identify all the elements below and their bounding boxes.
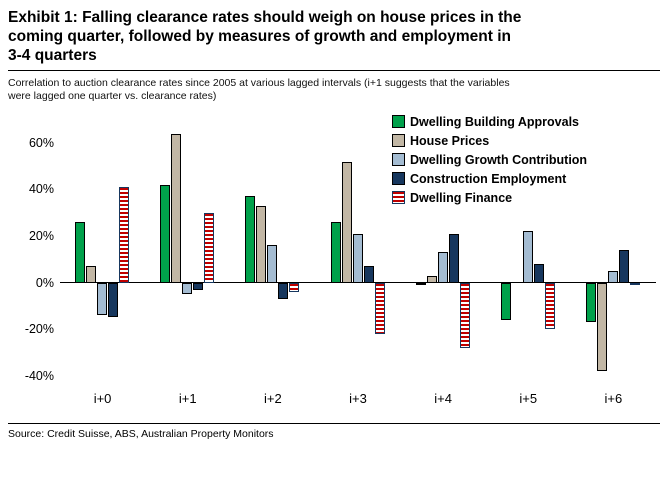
- exhibit-title: Exhibit 1: Falling clearance rates shoul…: [8, 8, 660, 65]
- x-tick-label: i+3: [349, 391, 367, 406]
- y-axis: 60% 40% 20% 0% -20% -40%: [8, 115, 54, 385]
- bar-house-prices-i-1: [171, 133, 182, 283]
- bar-group-i-1: [160, 115, 215, 385]
- legend-swatch-icon: [392, 191, 405, 204]
- plot-area: [60, 115, 656, 385]
- legend-label: House Prices: [410, 133, 490, 148]
- bar-construction-employment-i-5: [533, 263, 544, 283]
- bar-dwelling-finance-i-4: [459, 282, 470, 348]
- legend-item-house-prices: House Prices: [392, 131, 587, 150]
- chart-legend: Dwelling Building Approvals House Prices D…: [392, 112, 587, 207]
- legend-swatch-icon: [392, 115, 405, 128]
- bar-house-prices-i-4: [426, 275, 437, 283]
- bar-dwelling-finance-i-5: [544, 282, 555, 330]
- bar-dwelling-building-approvals-i-3: [330, 222, 341, 283]
- bar-dwelling-finance-i-0: [119, 187, 130, 283]
- y-tick-label: 20%: [28, 229, 54, 244]
- bar-dwelling-finance-i-6: [629, 282, 640, 285]
- source-note: Source: Credit Suisse, ABS, Australian P…: [8, 428, 274, 440]
- bar-dwelling-building-approvals-i-1: [160, 184, 171, 283]
- legend-item-dwelling-building-approvals: Dwelling Building Approvals: [392, 112, 587, 131]
- bar-construction-employment-i-2: [278, 282, 289, 299]
- bar-house-prices-i-0: [86, 266, 97, 283]
- exhibit-title-line: 3-4 quarters: [8, 47, 97, 64]
- report-page: Exhibit 1: Falling clearance rates shoul…: [8, 8, 660, 440]
- bar-house-prices-i-6: [596, 282, 607, 372]
- legend-item-construction-employment: Construction Employment: [392, 169, 587, 188]
- bar-construction-employment-i-4: [448, 233, 459, 283]
- bar-dwelling-finance-i-1: [204, 212, 215, 283]
- bar-dwelling-growth-contribution-i-5: [522, 231, 533, 283]
- x-tick-label: i+1: [178, 391, 197, 406]
- bar-construction-employment-i-0: [108, 282, 119, 318]
- y-tick-label: 0%: [35, 275, 54, 290]
- bar-dwelling-growth-contribution-i-0: [97, 282, 108, 316]
- y-tick-label: 40%: [28, 182, 54, 197]
- bar-dwelling-finance-i-2: [289, 282, 300, 292]
- legend-item-dwelling-growth-contribution: Dwelling Growth Contribution: [392, 150, 587, 169]
- bar-house-prices-i-3: [341, 161, 352, 283]
- bar-group-i-6: [585, 115, 641, 385]
- exhibit-title-line: coming quarter, followed by measures of …: [8, 28, 511, 45]
- legend-swatch-icon: [392, 153, 405, 166]
- bar-dwelling-growth-contribution-i-2: [267, 245, 278, 283]
- bar-dwelling-building-approvals-i-4: [415, 282, 426, 285]
- y-tick-label: -40%: [24, 368, 54, 383]
- bar-dwelling-growth-contribution-i-4: [437, 252, 448, 283]
- chart-subtitle-line: Correlation to auction clearance rates s…: [8, 77, 510, 89]
- bar-group-i-3: [330, 115, 386, 385]
- x-tick-label: i+4: [434, 391, 452, 406]
- legend-label: Dwelling Growth Contribution: [410, 152, 588, 167]
- legend-swatch-icon: [392, 134, 405, 147]
- bar-group-i-4: [415, 115, 471, 385]
- x-tick-label: i+5: [519, 391, 538, 406]
- legend-label: Dwelling Building Approvals: [410, 114, 579, 129]
- bar-construction-employment-i-6: [618, 250, 629, 283]
- chart-subtitle: Correlation to auction clearance rates s…: [8, 77, 660, 103]
- bar-dwelling-growth-contribution-i-3: [352, 233, 363, 283]
- source-divider: [8, 423, 660, 424]
- bar-construction-employment-i-1: [193, 282, 204, 290]
- bar-dwelling-building-approvals-i-0: [75, 222, 86, 283]
- bar-chart: 60% 40% 20% 0% -20% -40% i+0 i+1 i+2 i+3 i+4 i+5 i+…: [8, 115, 660, 413]
- bar-dwelling-building-approvals-i-6: [585, 282, 596, 323]
- bar-dwelling-finance-i-3: [374, 282, 385, 334]
- title-divider: [8, 70, 660, 71]
- x-tick-label: i+2: [263, 391, 282, 406]
- bar-house-prices-i-2: [256, 205, 267, 283]
- bar-dwelling-building-approvals-i-2: [245, 196, 256, 283]
- bar-group-i-0: [75, 115, 130, 385]
- y-tick-label: 60%: [28, 135, 54, 150]
- x-tick-label: i+0: [93, 391, 112, 406]
- bar-group-i-2: [245, 115, 300, 385]
- bar-group-i-5: [500, 115, 556, 385]
- bar-construction-employment-i-3: [363, 266, 374, 283]
- bar-dwelling-building-approvals-i-5: [500, 282, 511, 320]
- exhibit-title-line: Exhibit 1: Falling clearance rates shoul…: [8, 9, 522, 26]
- bar-dwelling-growth-contribution-i-1: [182, 282, 193, 295]
- x-axis: i+0 i+1 i+2 i+3 i+4 i+5 i+6: [60, 391, 656, 409]
- bar-dwelling-growth-contribution-i-6: [607, 270, 618, 283]
- y-tick-label: -20%: [24, 322, 54, 337]
- legend-item-dwelling-finance: Dwelling Finance: [392, 188, 587, 207]
- legend-label: Construction Employment: [410, 171, 567, 186]
- x-tick-label: i+6: [604, 391, 623, 406]
- chart-subtitle-line: were lagged one quarter vs. clearance ra…: [8, 90, 217, 102]
- legend-label: Dwelling Finance: [410, 190, 513, 205]
- legend-swatch-icon: [392, 172, 405, 185]
